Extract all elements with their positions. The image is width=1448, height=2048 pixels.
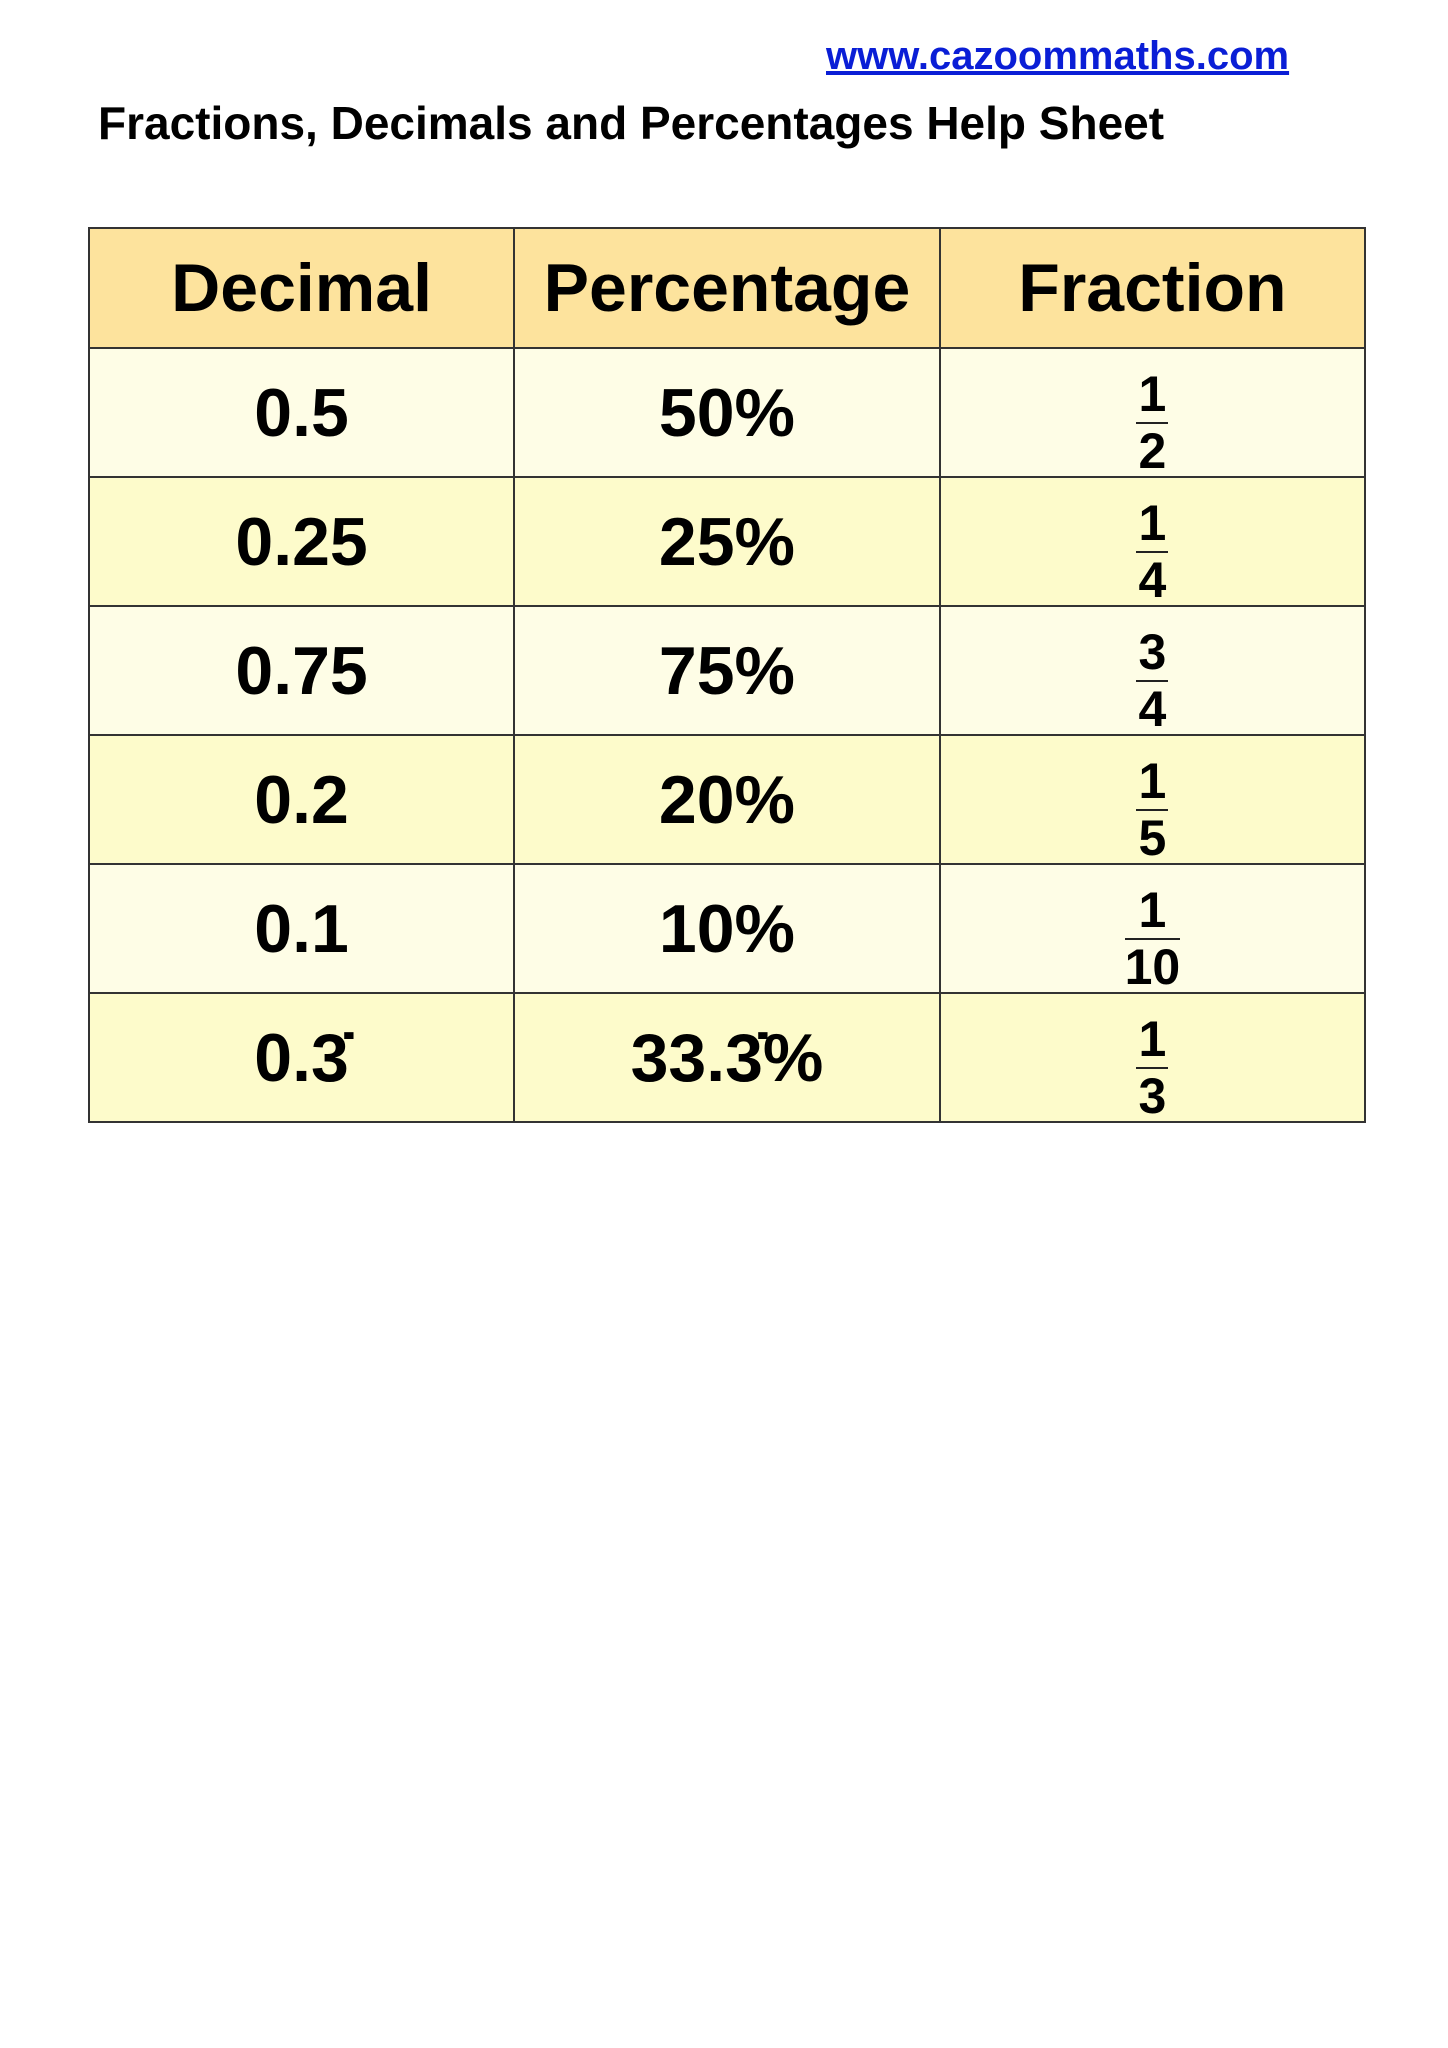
fraction-numerator: 1 [1138, 495, 1167, 551]
decimal-cell: 0.1 [87, 863, 516, 994]
fraction-cell: 1 10 [938, 863, 1367, 995]
fraction-bar [1124, 938, 1181, 940]
decimal-cell: 0.3̇ [87, 992, 516, 1123]
decimal-cell: 0.25 [87, 476, 516, 607]
table-row: 0.2 20% 1 5 [87, 734, 1367, 866]
table-header-row: Decimal Percentage Fraction [87, 227, 1367, 349]
percentage-cell: 75% [513, 605, 941, 736]
fraction-bar [1136, 1067, 1169, 1069]
table-row: 0.1 10% 1 10 [87, 863, 1367, 995]
column-header-fraction: Fraction [938, 227, 1367, 349]
decimal-cell: 0.5 [87, 347, 516, 478]
percentage-cell: 25% [513, 476, 941, 607]
fraction-numerator: 3 [1138, 624, 1167, 680]
percentage-cell: 20% [513, 734, 941, 865]
fraction-bar [1136, 551, 1169, 553]
fraction-denominator: 3 [1138, 1068, 1167, 1124]
percentage-cell: 33.3̇% [513, 992, 941, 1123]
fraction-bar [1136, 422, 1169, 424]
fraction-denominator: 10 [1124, 939, 1181, 995]
fraction-bar [1136, 680, 1169, 682]
fraction-denominator: 4 [1138, 681, 1167, 737]
fraction-numerator: 1 [1138, 882, 1167, 938]
percentage-cell: 50% [513, 347, 941, 478]
page-title: Fractions, Decimals and Percentages Help… [98, 97, 1165, 149]
decimal-cell: 0.2 [87, 734, 516, 865]
fraction-numerator: 1 [1138, 366, 1167, 422]
fraction-bar [1136, 809, 1169, 811]
decimal-cell: 0.75 [87, 605, 516, 736]
fraction-denominator: 5 [1138, 810, 1167, 866]
column-header-percentage: Percentage [513, 227, 941, 349]
percentage-cell: 10% [513, 863, 941, 994]
conversion-table: Decimal Percentage Fraction 0.5 50% 1 2 0.25… [87, 227, 1367, 1124]
column-header-decimal: Decimal [87, 227, 516, 349]
fraction-numerator: 1 [1138, 1011, 1167, 1067]
fraction-denominator: 2 [1138, 423, 1167, 479]
website-link[interactable]: www.cazoommaths.com [826, 34, 1290, 78]
fraction: 1 10 [1124, 882, 1181, 995]
table-row: 0.5 50% 1 2 [87, 347, 1367, 479]
table-row: 0.25 25% 1 4 [87, 476, 1367, 608]
fraction-numerator: 1 [1138, 753, 1167, 809]
fraction-denominator: 4 [1138, 552, 1167, 608]
table-row: 0.3̇ 33.3̇% 1 3 [87, 992, 1367, 1124]
table-row: 0.75 75% 3 4 [87, 605, 1367, 737]
